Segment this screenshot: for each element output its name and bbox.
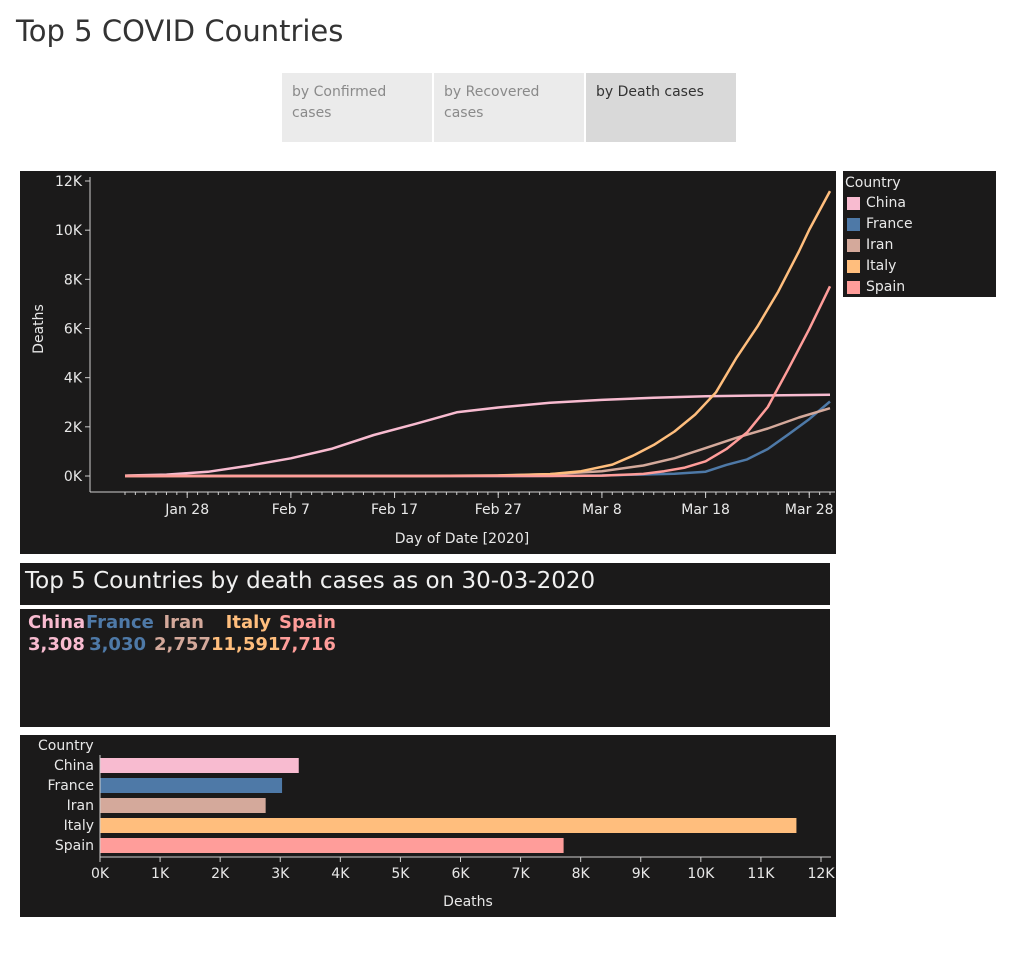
summary-value-china: 3,308: [28, 634, 85, 655]
y-tick-label: 6K: [64, 322, 83, 338]
legend-item-spain[interactable]: Spain: [847, 277, 905, 297]
summary-country-italy: Italy: [225, 612, 271, 633]
tab-bar: by Confirmed cases by Recovered cases by…: [282, 73, 738, 142]
x-tick-label: Feb 17: [371, 502, 418, 518]
summary-values-panel: China 3,308 France 3,030 Iran 2,757 Ital…: [20, 609, 830, 727]
x-tick-label: Mar 8: [582, 502, 622, 518]
summary-header-panel: Top 5 Countries by death cases as on 30-…: [20, 563, 830, 605]
bar-categories-title: Country: [38, 738, 94, 754]
legend-label-china: China: [866, 195, 906, 211]
tab-recovered[interactable]: by Recovered cases: [434, 73, 584, 142]
bar-category-label: Iran: [67, 798, 94, 814]
x-tick-label: Feb 7: [272, 502, 310, 518]
series-line-italy[interactable]: [125, 190, 832, 478]
bar-chart-panel: Country China France Iran Italy Spain 0K 1K 2K 3K…: [20, 735, 836, 917]
legend-item-iran[interactable]: Iran: [847, 235, 893, 255]
bar-x-tick-label: 0K: [91, 866, 110, 882]
x-axis-title: Day of Date [2020]: [395, 531, 530, 547]
bar-italy[interactable]: [100, 818, 797, 833]
bar-spain[interactable]: [100, 838, 564, 853]
line-chart-panel: 0K 2K 4K 6K 8K 10K 12K Jan 28 Feb 7 Feb 17 Feb 27 M…: [20, 171, 836, 554]
bar-x-tick-label: 12K: [808, 866, 836, 882]
summary-france: France 3,030: [86, 612, 154, 656]
bar-category-label: Spain: [55, 838, 94, 854]
series-line-france[interactable]: [125, 400, 831, 478]
legend-item-france[interactable]: France: [847, 214, 913, 234]
summary-italy: Italy 11,591: [211, 612, 281, 656]
y-tick-label: 0K: [64, 469, 83, 485]
summary-country-china: China: [28, 612, 86, 633]
bar-x-tick-label: 3K: [271, 866, 290, 882]
summary-value-spain: 7,716: [279, 634, 336, 655]
legend-title: Country: [845, 175, 901, 191]
y-tick-label: 10K: [55, 223, 83, 239]
bar-x-tick-label: 5K: [391, 866, 410, 882]
bar-x-tick-label: 6K: [451, 866, 470, 882]
summary-value-france: 3,030: [89, 634, 146, 655]
bar-category-label: Italy: [64, 818, 94, 834]
summary-value-iran: 2,757: [154, 634, 211, 655]
x-tick-label: Jan 28: [164, 502, 209, 518]
bar-x-tick-label: 9K: [632, 866, 651, 882]
bar-x-tick-label: 4K: [331, 866, 350, 882]
page-title: Top 5 COVID Countries: [16, 14, 344, 48]
y-tick-label: 8K: [64, 272, 83, 288]
legend-label-france: France: [866, 216, 913, 232]
bar-x-tick-label: 7K: [512, 866, 531, 882]
legend-label-spain: Spain: [866, 279, 906, 295]
bar-china[interactable]: [100, 758, 299, 773]
y-tick-label: 12K: [55, 174, 83, 190]
legend-item-italy[interactable]: Italy: [847, 256, 896, 276]
tab-confirmed[interactable]: by Confirmed cases: [282, 73, 432, 142]
summary-spain: Spain 7,716: [279, 612, 336, 656]
legend-item-china[interactable]: China: [847, 193, 906, 213]
x-tick-label: Mar 18: [681, 502, 730, 518]
series-line-china[interactable]: [124, 393, 831, 477]
summary-value-italy: 11,591: [211, 634, 281, 655]
legend-swatch-iran: [847, 238, 860, 252]
bar-category-label: France: [47, 778, 94, 794]
x-tick-label: Mar 28: [785, 502, 834, 518]
bar-iran[interactable]: [100, 798, 266, 813]
legend-label-italy: Italy: [866, 258, 897, 274]
legend-swatch-spain: [847, 280, 860, 294]
series-line-spain[interactable]: [125, 285, 832, 478]
legend-swatch-italy: [847, 259, 860, 273]
bar-france[interactable]: [100, 778, 283, 793]
summary-china: China 3,308: [28, 612, 85, 656]
bar-x-tick-label: 11K: [747, 866, 775, 882]
bar-x-tick-label: 10K: [687, 866, 715, 882]
legend-label-iran: Iran: [866, 237, 894, 253]
y-tick-label: 2K: [64, 420, 83, 436]
summary-country-france: France: [86, 612, 154, 633]
summary-country-spain: Spain: [279, 612, 336, 633]
bar-x-axis-title: Deaths: [443, 894, 493, 910]
legend-swatch-france: [847, 217, 860, 231]
bar-x-tick-label: 1K: [151, 866, 170, 882]
bar-category-label: China: [54, 758, 94, 774]
tab-deaths[interactable]: by Death cases: [586, 73, 736, 142]
bar-x-tick-label: 2K: [211, 866, 230, 882]
y-axis-title: Deaths: [31, 304, 47, 354]
summary-country-iran: Iran: [163, 612, 204, 633]
legend-swatch-china: [847, 196, 860, 210]
bar-x-tick-label: 8K: [572, 866, 591, 882]
country-legend: Country China France Iran Italy Spain: [843, 171, 996, 297]
summary-header: Top 5 Countries by death cases as on 30-…: [25, 568, 596, 594]
y-tick-label: 4K: [64, 371, 83, 387]
x-tick-label: Feb 27: [475, 502, 522, 518]
deaths-line-chart[interactable]: 0K 2K 4K 6K 8K 10K 12K Jan 28 Feb 7 Feb 17 Feb 27 M…: [20, 171, 836, 554]
summary-iran: Iran 2,757: [154, 612, 211, 656]
deaths-bar-chart[interactable]: Country China France Iran Italy Spain 0K 1K 2K 3K…: [20, 735, 836, 917]
